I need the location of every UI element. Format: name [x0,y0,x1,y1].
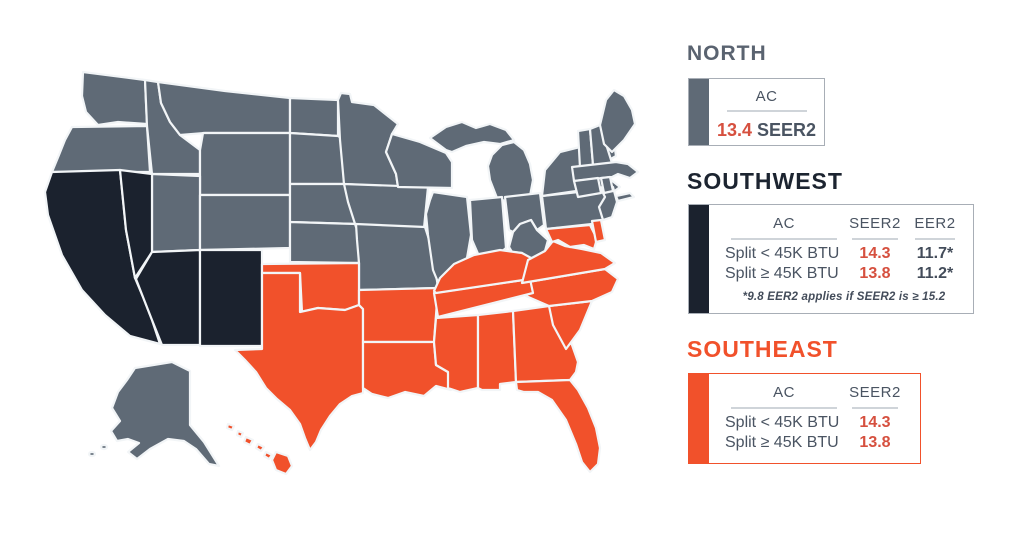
state-mi-upper [428,120,516,154]
state-mt [156,80,292,137]
state-or [50,124,152,174]
state-hi-island-5 [262,450,274,461]
north-card: AC 13.4 SEER2 [688,78,825,146]
state-hi-island-4 [254,442,266,453]
sw-row-seer2: 13.8 [859,265,891,282]
us-map [43,70,640,476]
sw-row-label: Split < 45K BTU [725,245,840,262]
sw-col-ac: AC [725,215,843,240]
state-me [598,88,637,154]
se-row-seer2: 13.8 [859,434,891,451]
sw-footnote: *9.8 EER2 applies if SEER2 is ≥ 15.2 [742,291,946,303]
state-md [544,223,599,251]
state-in [468,195,508,260]
state-mo [354,222,440,292]
state-ct [572,176,603,199]
north-color-bar [689,79,709,145]
state-ut [150,172,202,254]
state-fl [514,378,602,474]
state-ak-aleutian-2 [87,450,97,458]
state-wi [384,132,454,190]
sw-col-seer2: SEER2 [843,215,907,240]
southeast-title: SOUTHEAST [687,336,838,362]
sw-col-eer2: EER2 [907,215,963,240]
state-al [476,309,518,392]
state-sd [288,131,346,186]
state-hi-island-2 [235,429,245,439]
state-mi [486,140,535,204]
se-row-label: Split < 45K BTU [725,414,840,431]
se-row-label: Split ≥ 45K BTU [725,434,839,451]
sw-row-label: Split ≥ 45K BTU [725,265,839,282]
southwest-card: AC SEER2 EER2 Split < 45K BTU 14.3 11.7*… [688,204,974,314]
north-title: NORTH [687,42,767,65]
se-col-ac: AC [725,384,843,409]
state-ia [342,182,430,230]
sw-row-eer2: 11.2* [916,265,954,282]
state-ri [599,175,615,195]
state-nc [520,267,620,308]
north-seer2-value: 13.4 SEER2 [716,120,817,140]
state-hi-island-big [270,450,294,476]
state-va [520,239,617,285]
state-ky [432,248,537,295]
state-ar [357,286,440,344]
state-nm [198,248,264,348]
state-wy [198,131,292,197]
state-ak-aleutian-1 [99,443,109,451]
state-co [198,193,292,252]
sw-row-seer2: 14.3 [859,245,891,262]
southeast-color-bar [689,374,709,463]
state-wa [80,70,149,127]
state-hi-island-1 [225,422,236,432]
state-tx [233,271,365,452]
sw-row-eer2: 11.7* [916,245,954,262]
southeast-card: AC SEER2 Split < 45K BTU 14.3 Split ≥ 45… [688,373,921,464]
state-ny-long-island [614,191,636,203]
se-row-seer2: 14.3 [859,414,891,431]
state-ak [109,360,221,468]
southwest-title: SOUTHWEST [687,168,843,194]
north-divider [726,110,807,112]
state-hi-island-3 [242,435,255,447]
southwest-color-bar [689,205,709,313]
state-de [590,218,607,244]
state-ks [288,220,361,265]
state-nd [288,96,340,138]
se-col-seer2: SEER2 [843,384,907,409]
north-ac-header: AC [755,88,778,105]
